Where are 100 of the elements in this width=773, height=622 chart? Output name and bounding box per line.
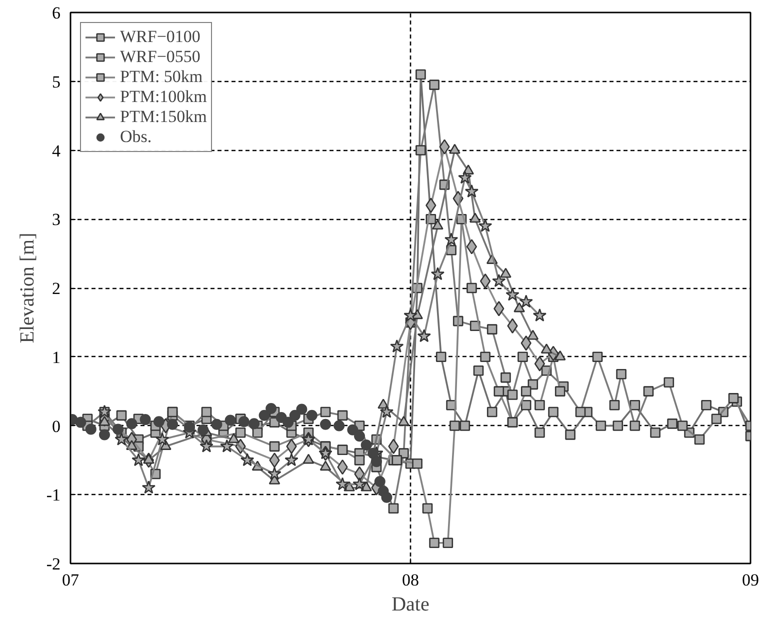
point bbox=[494, 386, 504, 396]
point bbox=[575, 406, 586, 418]
point bbox=[480, 273, 491, 289]
point bbox=[360, 440, 372, 451]
point bbox=[374, 476, 386, 488]
point bbox=[520, 386, 532, 396]
point bbox=[416, 145, 426, 156]
y-axis-title: Elevation [m] bbox=[16, 232, 38, 344]
point bbox=[347, 424, 358, 436]
point bbox=[240, 453, 254, 466]
point bbox=[518, 352, 528, 362]
y-tick-label: 2 bbox=[52, 279, 60, 298]
point bbox=[494, 301, 504, 316]
legend-label: PTM:100km bbox=[120, 87, 207, 107]
y-tick-label: 5 bbox=[52, 72, 60, 92]
point bbox=[282, 416, 294, 428]
point bbox=[153, 416, 164, 428]
point bbox=[85, 424, 96, 435]
point bbox=[442, 538, 454, 548]
point bbox=[422, 503, 433, 514]
point bbox=[592, 352, 603, 362]
point bbox=[306, 410, 318, 421]
point bbox=[466, 282, 477, 294]
point bbox=[198, 424, 209, 436]
point bbox=[252, 427, 263, 438]
point bbox=[404, 308, 418, 322]
point bbox=[728, 393, 739, 404]
y-tick-label: -1 bbox=[46, 486, 61, 505]
point bbox=[412, 458, 422, 469]
point bbox=[132, 453, 146, 466]
point bbox=[368, 448, 379, 459]
x-tick-label: 07 bbox=[62, 570, 80, 590]
point bbox=[464, 184, 479, 198]
point bbox=[224, 414, 236, 426]
point bbox=[381, 492, 392, 503]
x-axis-title: Date bbox=[392, 594, 430, 616]
point bbox=[426, 198, 436, 213]
point bbox=[258, 410, 270, 421]
x-tick-label: 09 bbox=[742, 570, 759, 590]
point bbox=[711, 414, 722, 424]
point bbox=[429, 80, 440, 90]
point bbox=[643, 386, 654, 396]
point bbox=[99, 429, 110, 440]
point bbox=[532, 308, 547, 322]
legend-label: Obs. bbox=[120, 127, 152, 147]
legend-label: PTM:150km bbox=[120, 107, 207, 127]
point bbox=[142, 480, 156, 494]
point bbox=[235, 427, 246, 438]
point bbox=[506, 288, 520, 301]
point bbox=[616, 368, 626, 380]
legend-label: PTM: 50km bbox=[120, 67, 203, 87]
y-tick-label: 1 bbox=[52, 348, 60, 367]
y-tick-label: 3 bbox=[52, 210, 60, 230]
point bbox=[371, 456, 382, 468]
point bbox=[380, 404, 394, 418]
point bbox=[140, 414, 151, 426]
point bbox=[269, 441, 280, 452]
y-tick-label: 4 bbox=[52, 141, 61, 160]
y-tick-label: 0 bbox=[52, 416, 60, 436]
point bbox=[201, 406, 212, 418]
legend-label: WRF−0550 bbox=[120, 47, 200, 67]
point bbox=[500, 372, 511, 383]
point bbox=[390, 339, 404, 352]
point bbox=[126, 418, 138, 430]
point bbox=[554, 386, 566, 396]
point bbox=[486, 324, 498, 334]
point bbox=[112, 424, 124, 435]
point bbox=[492, 274, 506, 288]
point bbox=[167, 418, 178, 430]
point bbox=[289, 410, 300, 421]
legend-label: WRF−0100 bbox=[120, 27, 200, 47]
point bbox=[266, 403, 277, 414]
point bbox=[296, 404, 308, 415]
point bbox=[320, 406, 331, 418]
point bbox=[466, 239, 478, 254]
point bbox=[630, 420, 640, 431]
point bbox=[114, 432, 128, 446]
point bbox=[534, 356, 546, 372]
point bbox=[354, 455, 365, 466]
point bbox=[458, 170, 472, 184]
point bbox=[507, 390, 518, 400]
point bbox=[337, 410, 348, 421]
point bbox=[143, 454, 154, 464]
point bbox=[677, 420, 688, 431]
point bbox=[155, 432, 170, 446]
point bbox=[444, 232, 458, 246]
point bbox=[519, 294, 533, 308]
point bbox=[269, 452, 280, 468]
point bbox=[429, 538, 440, 548]
point bbox=[334, 420, 345, 432]
point bbox=[352, 477, 366, 490]
point bbox=[388, 503, 399, 514]
point bbox=[480, 352, 490, 362]
point bbox=[220, 439, 234, 452]
point bbox=[664, 377, 674, 388]
point bbox=[284, 453, 298, 466]
point bbox=[417, 329, 431, 342]
point bbox=[336, 477, 350, 490]
point bbox=[392, 455, 402, 466]
point bbox=[450, 420, 460, 431]
